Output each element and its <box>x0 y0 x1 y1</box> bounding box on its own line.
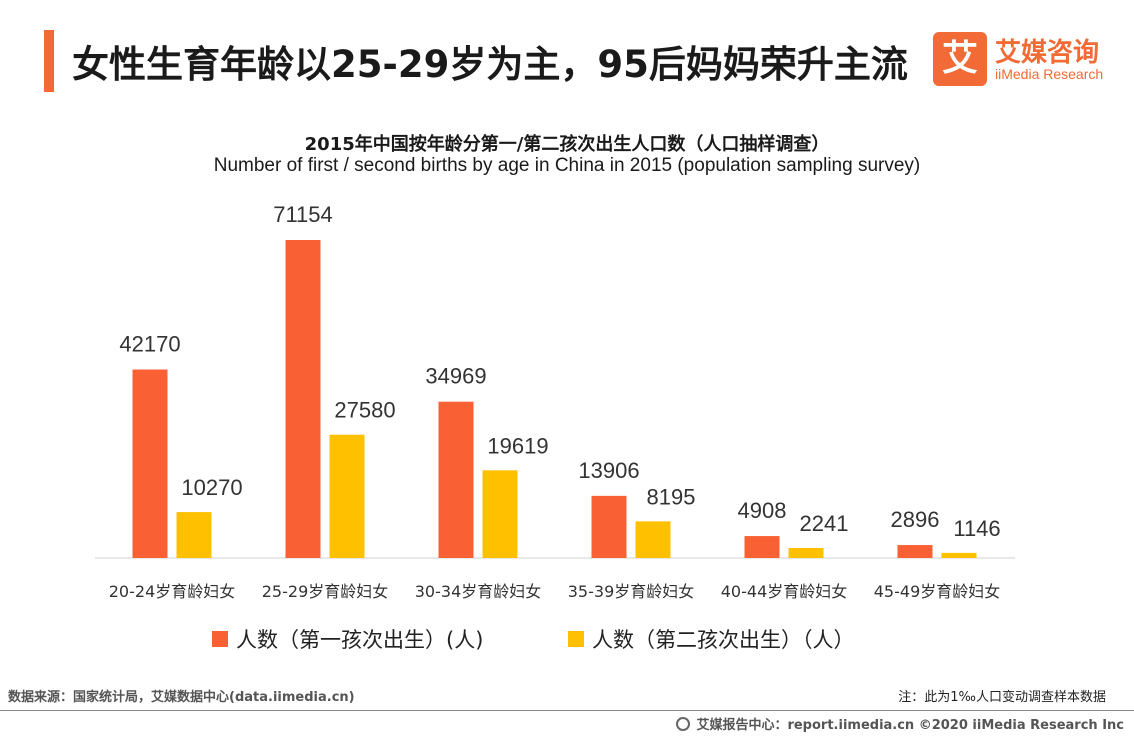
legend-swatch-second-child <box>568 631 584 647</box>
logo-name-en: iiMedia Research <box>995 66 1104 82</box>
data-label-second-child-0: 10270 <box>181 475 242 500</box>
bar-second-child-1 <box>329 434 365 558</box>
category-label-2: 30-34岁育龄妇女 <box>415 582 542 601</box>
bar-first-child-1 <box>285 240 321 558</box>
chart-legend: 人数（第一孩次出生）(人) 人数（第二孩次出生）（人） <box>0 624 1134 654</box>
category-label-3: 35-39岁育龄妇女 <box>568 582 695 601</box>
bar-first-child-5 <box>897 545 933 558</box>
bar-second-child-0 <box>176 512 212 558</box>
data-label-second-child-3: 8195 <box>647 484 696 509</box>
footer-divider <box>0 710 1134 711</box>
data-label-second-child-5: 1146 <box>953 516 1000 541</box>
copyright-footer: 艾媒报告中心：report.iimedia.cn ©2020 iiMedia R… <box>676 714 1124 733</box>
bar-first-child-2 <box>438 401 474 558</box>
title-accent-bar <box>44 30 54 92</box>
legend-label-first-child: 人数（第一孩次出生）(人) <box>236 628 484 652</box>
data-label-first-child-0: 42170 <box>119 332 180 357</box>
brand-logo: 艾 艾媒咨询 iiMedia Research <box>933 32 1123 88</box>
bar-chart: 42170 10270 20-24岁育龄妇女 71154 27580 25-29岁育龄妇女… <box>95 202 1015 601</box>
category-label-5: 45-49岁育龄妇女 <box>874 582 1001 601</box>
data-label-second-child-2: 19619 <box>487 433 548 458</box>
globe-icon <box>676 716 691 731</box>
chart-subtitle: Number of first / second births by age i… <box>213 155 921 176</box>
category-label-0: 20-24岁育龄妇女 <box>109 582 236 601</box>
legend-label-second-child: 人数（第二孩次出生）（人） <box>592 628 855 652</box>
data-source: 数据来源：国家统计局，艾媒数据中心(data.iimedia.cn) <box>8 690 355 705</box>
legend-item-first-child: 人数（第一孩次出生）(人) <box>212 624 483 654</box>
bar-second-child-2 <box>482 470 518 558</box>
logo-name-cn: 艾媒咨询 <box>995 38 1100 68</box>
logo-mark: 艾 <box>933 32 987 86</box>
bar-first-child-0 <box>132 369 168 558</box>
data-label-first-child-1: 71154 <box>273 202 333 227</box>
data-label-first-child-4: 4908 <box>738 498 787 523</box>
data-label-first-child-2: 34969 <box>425 364 486 389</box>
footnote: 注：此为1‰人口变动调查样本数据 <box>898 690 1106 705</box>
bar-second-child-4 <box>788 547 824 558</box>
legend-item-second-child: 人数（第二孩次出生）（人） <box>568 624 855 654</box>
bar-second-child-3 <box>635 521 671 558</box>
data-label-second-child-1: 27580 <box>334 398 395 423</box>
copyright-text: 艾媒报告中心：report.iimedia.cn ©2020 iiMedia R… <box>696 718 1124 733</box>
bar-second-child-5 <box>941 552 977 558</box>
legend-swatch-first-child <box>212 631 228 647</box>
chart-title: 2015年中国按年龄分第一/第二孩次出生人口数（人口抽样调查） <box>304 134 830 155</box>
data-label-first-child-5: 2896 <box>891 507 940 532</box>
data-label-first-child-3: 13906 <box>578 458 639 483</box>
data-label-second-child-4: 2241 <box>800 511 849 536</box>
page-title: 女性生育年龄以25-29岁为主，95后妈妈荣升主流 <box>72 43 908 86</box>
bar-first-child-3 <box>591 495 627 558</box>
bar-first-child-4 <box>744 536 780 558</box>
category-label-1: 25-29岁育龄妇女 <box>262 582 389 601</box>
category-label-4: 40-44岁育龄妇女 <box>721 582 848 601</box>
